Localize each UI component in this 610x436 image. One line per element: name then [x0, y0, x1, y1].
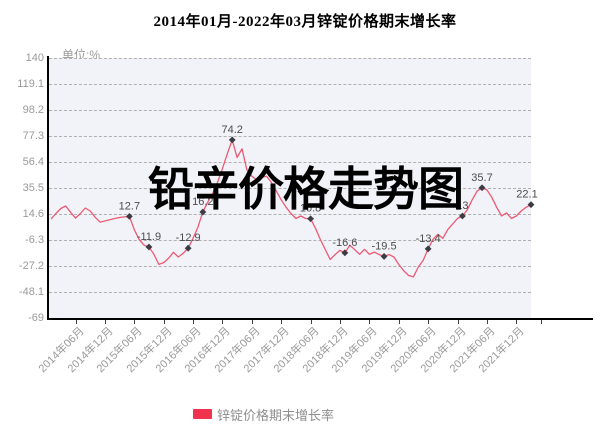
series-line: [50, 139, 532, 278]
data-point-marker: [380, 253, 388, 260]
data-point-marker: [459, 212, 466, 220]
gridline: [49, 162, 531, 163]
plot-area: 12.7 -11.9 -12.9 16.2 74.2 10.8 -16.6 -19.5 -13.…: [49, 58, 538, 318]
y-axis-line: [47, 56, 49, 320]
y-tick-label: -48.1: [18, 286, 44, 298]
y-tick-label: -6.3: [25, 234, 44, 246]
x-tick: [222, 320, 224, 324]
x-tick: [398, 320, 400, 324]
data-point-label: -11.9: [137, 231, 161, 243]
data-point-label: 10.8: [300, 203, 321, 215]
legend-label: 锌锭价格期末增长率: [217, 407, 335, 423]
x-tick: [251, 320, 253, 324]
gridline: [49, 214, 531, 215]
data-point-marker: [424, 245, 432, 253]
gridline: [49, 266, 531, 267]
gridline: [49, 188, 531, 189]
data-point-label: -16.6: [332, 237, 357, 249]
data-point-marker: [341, 249, 349, 257]
y-tick-label: 35.5: [22, 182, 44, 194]
data-point-marker: [184, 244, 192, 252]
data-point-label: -12.9: [176, 232, 201, 244]
gridline: [49, 58, 531, 59]
data-point-marker: [527, 201, 535, 209]
x-tick: [486, 320, 488, 324]
legend: 锌锭价格期末增长率: [193, 407, 335, 423]
x-tick: [310, 320, 312, 324]
y-tick-label: 98.2: [22, 104, 44, 116]
watermark-text: 铅辛价格走势图: [148, 163, 464, 215]
data-point-marker: [125, 212, 133, 220]
x-tick: [75, 320, 77, 324]
gridline: [49, 292, 531, 293]
x-tick: [516, 320, 518, 324]
y-tick-label: 119.1: [17, 78, 44, 90]
y-tick-label: 140: [25, 52, 44, 64]
data-point-marker: [199, 208, 207, 216]
y-tick-label: 56.4: [22, 156, 44, 168]
y-tick-label: -27.2: [18, 260, 44, 272]
x-tick: [163, 320, 165, 324]
data-point-label: -13.4: [416, 233, 441, 245]
x-tick: [457, 320, 459, 324]
x-tick: [104, 320, 106, 324]
data-point-label: 12.7: [119, 200, 140, 212]
data-point-marker: [228, 136, 236, 144]
legend-swatch: [193, 409, 212, 419]
x-tick: [193, 320, 194, 324]
x-tick: [340, 320, 341, 324]
y-tick-label: 77.3: [22, 130, 44, 142]
x-tick: [541, 320, 542, 324]
data-point-label: 22.1: [516, 189, 537, 201]
gridline: [49, 84, 531, 85]
data-point-label: 13: [456, 200, 468, 212]
data-point-marker: [145, 243, 153, 251]
chart-title: 2014年01月-2022年03月锌锭价格期末增长率: [153, 14, 457, 30]
data-point-marker: [307, 215, 314, 223]
data-point-label: 74.2: [222, 124, 243, 136]
gridline: [49, 110, 531, 111]
gridline: [49, 136, 531, 137]
data-point-label: 35.7: [471, 172, 492, 184]
x-tick: [134, 320, 136, 324]
y-tick-label: -69: [28, 312, 44, 324]
x-tick: [281, 320, 283, 324]
line-series-canvas: 12.7 -11.9 -12.9 16.2 74.2 10.8 -16.6 -19.5 -13.…: [50, 124, 538, 278]
y-tick-label: 14.6: [22, 208, 44, 220]
data-point-label: 16.2: [192, 196, 213, 208]
x-axis-line: [47, 318, 593, 320]
gridline: [49, 240, 531, 241]
data-point-label: -19.5: [372, 240, 397, 252]
x-tick: [428, 320, 430, 324]
data-point-marker: [478, 184, 486, 192]
x-tick: [369, 320, 371, 324]
